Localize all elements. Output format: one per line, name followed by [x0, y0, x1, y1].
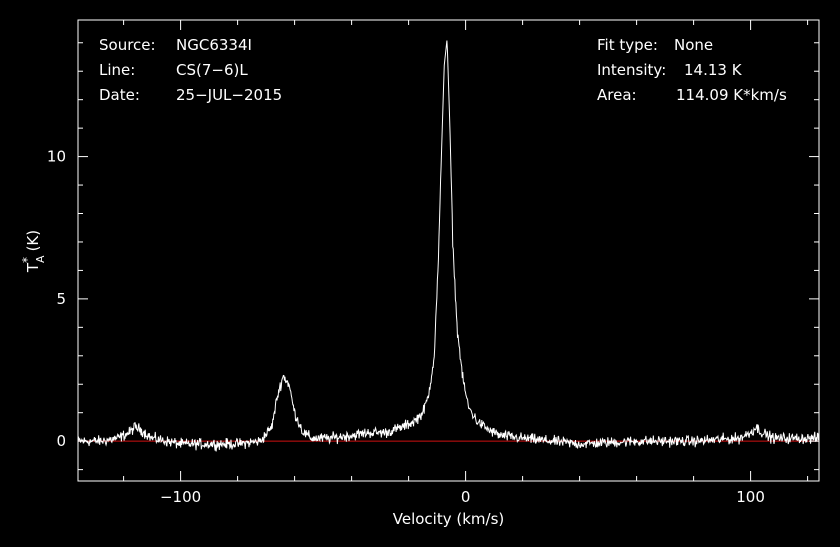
y-axis-label-unit: (K)	[24, 230, 42, 252]
info-key: Source:	[99, 36, 156, 54]
info-key: Area:	[597, 86, 637, 104]
plot-frame	[77, 19, 820, 482]
x-tick-label: 0	[461, 488, 471, 506]
info-key: Date:	[99, 86, 140, 104]
info-key: Line:	[99, 61, 135, 79]
y-axis-label-main: T	[24, 262, 42, 273]
y-tick-label: 5	[56, 290, 66, 308]
spectrum-line	[77, 40, 820, 452]
info-value: 25−JUL−2015	[176, 86, 282, 104]
axis-ticks: −100 0 100 0 5 10	[47, 20, 819, 506]
x-axis-label: Velocity (km/s)	[393, 510, 504, 528]
y-axis-label: T*A (K)	[20, 230, 47, 273]
y-tick-label: 10	[47, 148, 66, 166]
info-value: CS(7−6)L	[176, 61, 248, 79]
info-value: 14.13 K	[684, 61, 743, 79]
info-value: NGC6334I	[176, 36, 252, 54]
info-block-right: Fit type: None Intensity: 14.13 K Area: 114.0…	[597, 36, 787, 104]
info-key: Fit type:	[597, 36, 658, 54]
y-axis-label-sup: *	[20, 257, 34, 263]
y-tick-label: 0	[56, 432, 66, 450]
info-block-left: Source: NGC6334I Line: CS(7−6)L Date: 25−JUL−…	[99, 36, 282, 104]
x-tick-label: −100	[160, 488, 201, 506]
info-value: 114.09 K*km/s	[676, 86, 787, 104]
y-axis-label-sub: A	[34, 255, 47, 263]
x-tick-label: 100	[736, 488, 765, 506]
info-value: None	[674, 36, 713, 54]
info-key: Intensity:	[597, 61, 666, 79]
